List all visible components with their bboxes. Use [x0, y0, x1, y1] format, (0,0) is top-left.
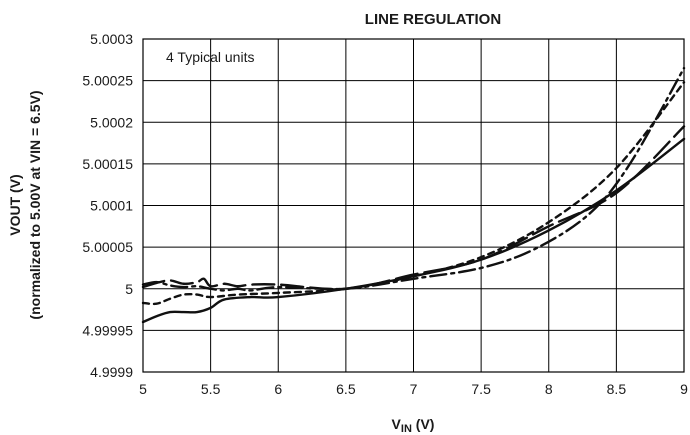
y-axis-label-line1: VOUT (V) [7, 174, 23, 235]
series-line-short-dash [141, 81, 686, 306]
series-group [141, 66, 686, 324]
plot-frame [142, 38, 685, 373]
x-tick-label: 7.5 [471, 381, 491, 397]
x-tick-label: 8 [545, 381, 553, 397]
y-tick-label: 5.0003 [90, 31, 133, 47]
x-tick-label: 5 [139, 381, 147, 397]
y-tick-label: 5.0002 [90, 114, 133, 130]
y-tick-label: 5.0001 [90, 198, 133, 214]
x-tick-label: 5.5 [201, 381, 221, 397]
y-axis-label-line2: (normalized to 5.00V at VIN = 6.5V) [27, 90, 43, 319]
y-tick-label: 4.9999 [90, 364, 133, 380]
y-tick-label: 5.00005 [82, 239, 133, 255]
y-tick-label: 5.00015 [82, 156, 133, 172]
y-tick-labels: 4.9999 4.99995 5 5.00005 5.0001 5.00015 5.0002… [82, 31, 133, 380]
x-axis-label: VIN (V) [392, 416, 435, 435]
series-line-dash-dot [141, 66, 686, 292]
x-axis-label-sub: IN [401, 423, 412, 435]
y-axis-label-group: VOUT (V) (normalized to 5.00V at VIN = 6… [7, 90, 43, 319]
grid-lines [143, 39, 684, 372]
y-tick-label: 4.99995 [82, 322, 133, 338]
x-axis-label-unit: (V) [412, 416, 435, 432]
x-tick-label: 8.5 [607, 381, 627, 397]
annotation-typical-units: 4 Typical units [166, 49, 254, 65]
x-axis-label-main: V [392, 416, 402, 432]
x-tick-label: 6.5 [336, 381, 356, 397]
y-tick-label: 5.00025 [82, 73, 133, 89]
chart-title: LINE REGULATION [365, 11, 501, 28]
series-line-solid [141, 137, 686, 324]
y-tick-label: 5 [125, 281, 133, 297]
x-tick-label: 7 [410, 381, 418, 397]
x-tick-labels: 5 5.5 6 6.5 7 7.5 8 8.5 9 [139, 381, 688, 397]
x-tick-label: 9 [680, 381, 688, 397]
x-tick-label: 6 [274, 381, 282, 397]
series-line-long-dash [141, 125, 686, 291]
